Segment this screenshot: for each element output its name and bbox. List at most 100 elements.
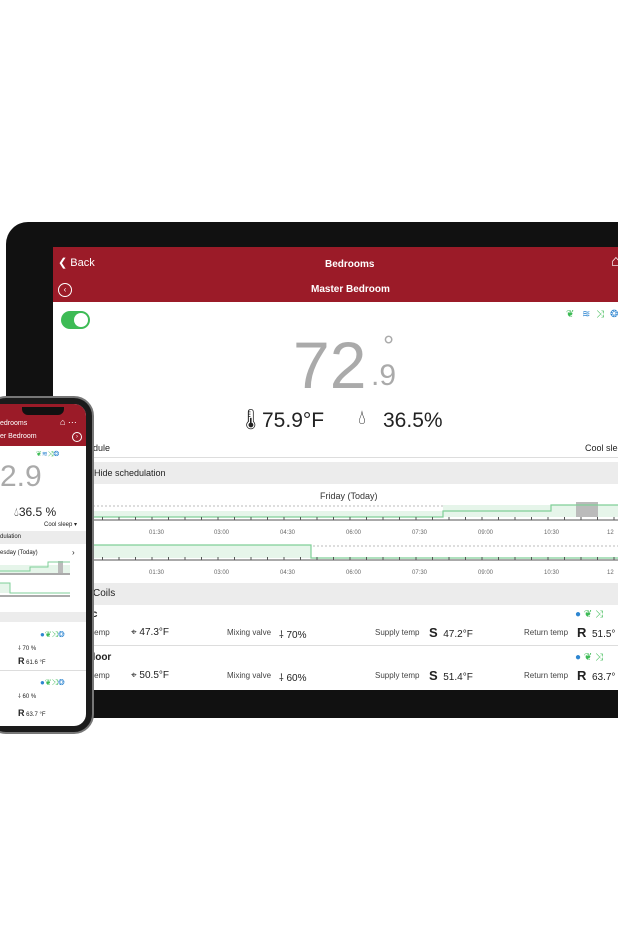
time-tick-label: 10:30 xyxy=(544,530,560,536)
coils-header xyxy=(53,583,618,605)
phone-schedulation-band[interactable] xyxy=(0,531,86,544)
valve-icon: ⸸ xyxy=(279,630,284,641)
time-tick-label: 09:00 xyxy=(478,570,494,576)
time-tick-label: 07:30 xyxy=(412,570,428,576)
coil-name: t floor xyxy=(83,652,112,663)
supply-s-icon: S xyxy=(429,668,438,683)
phone-coil-1-valve: ⸸ 70 % xyxy=(18,646,37,652)
phone-humidity-value: 36.5 % xyxy=(18,505,57,519)
phone-status-icons: ❦≋⤨❂ xyxy=(36,451,60,458)
time-tick-label: 04:30 xyxy=(280,570,296,576)
return-r-icon: R xyxy=(577,625,587,640)
supply-temp-label: Supply temp xyxy=(375,671,420,680)
chevron-left-icon: ❮ xyxy=(58,257,71,269)
schedule-track-2 xyxy=(53,544,618,561)
humidity-value: 36.5% xyxy=(383,409,443,432)
set-temp-label: et temp xyxy=(83,628,110,637)
mixing-valve-label: Mixing valve xyxy=(227,671,272,680)
set-temp: ⌖ 50.5°F xyxy=(131,670,169,681)
time-tick-label: 04:30 xyxy=(280,530,296,536)
phone-coil-2-return-value: 63.7 °F xyxy=(26,712,46,718)
phone-home-icon[interactable]: ⌂ ⋯ xyxy=(60,417,77,427)
time-tick-label: 01:30 xyxy=(149,530,165,536)
target-icon: ⌖ xyxy=(131,670,137,681)
mixing-valve: ⸸ 60% xyxy=(279,670,307,684)
back-button[interactable]: ❮ Back xyxy=(58,256,95,269)
phone-schedulation-label: dulation xyxy=(0,534,22,540)
humidity-drop-icon: 💧︎ xyxy=(358,407,366,429)
target-icon: ⌖ xyxy=(131,627,137,638)
home-icon[interactable]: ⌂ xyxy=(611,253,618,270)
supply-temp-label: Supply temp xyxy=(375,628,420,637)
time-tick-label: 01:30 xyxy=(149,570,165,576)
mixing-valve-value: 60% xyxy=(286,673,307,684)
phone-coil-2-icons: ●❦⤨❂ xyxy=(40,678,65,687)
schedule-chart xyxy=(53,502,618,561)
room-title: Master Bedroom xyxy=(311,284,390,295)
supply-s-icon: S xyxy=(429,625,438,640)
thermometer-icon: 🌡︎ xyxy=(238,409,264,431)
return-r-icon: R xyxy=(577,668,587,683)
set-temp-label: et temp xyxy=(83,671,110,680)
schedule-label: edule xyxy=(88,443,111,453)
phone-header-title: edrooms xyxy=(0,420,28,427)
header-bar xyxy=(53,247,618,302)
phone-coil-1-valve-value: 70 % xyxy=(22,646,37,652)
phone-coil-2-valve-value: 60 % xyxy=(22,694,37,700)
set-temp: ⌖ 47.3°F xyxy=(131,627,169,638)
set-temp-value: 47.3°F xyxy=(139,627,169,638)
phone-notch xyxy=(22,407,64,415)
phone-coils-band xyxy=(0,612,86,622)
leaf-icon: ❦ xyxy=(566,309,575,320)
schedulation-label: w/Hide schedulation xyxy=(85,468,166,478)
phone-schedule-chart xyxy=(0,561,70,597)
coil-status-icons: ● ❦ ⤨ xyxy=(575,652,603,663)
return-temp-value: 63.7° xyxy=(591,672,616,683)
time-tick-label: 03:00 xyxy=(214,570,230,576)
supply-temp-value: 47.2°F xyxy=(443,629,473,640)
coils-label: Coils xyxy=(93,588,116,599)
divider xyxy=(0,670,86,671)
next-day-button[interactable]: › xyxy=(72,548,75,557)
phone-mode-label: Cool sleep xyxy=(44,522,73,528)
mode-dropdown[interactable]: Cool sleep xyxy=(585,443,618,453)
phone-coil-1-icons: ●❦⤨❂ xyxy=(40,630,65,639)
tablet-screen: ❮ Back Bedrooms ⌂ ‹ Master Bedroom ❦ ≋ ⤨… xyxy=(53,247,618,690)
phone-screen: edrooms ⌂ ⋯ er Bedroom › ❦≋⤨❂ 2.9 💧︎36.5… xyxy=(0,404,86,726)
coil-status-icons: ● ❦ ⤨ xyxy=(575,609,603,620)
divider xyxy=(53,645,618,646)
power-toggle[interactable] xyxy=(61,311,90,329)
return-temp: R 63.7° xyxy=(577,668,615,683)
divider xyxy=(53,457,618,458)
time-tick-label: 06:00 xyxy=(346,530,362,536)
time-tick-label: 09:00 xyxy=(478,530,494,536)
setpoint-integer: 72 xyxy=(293,328,367,402)
supply-temp: S 47.2°F xyxy=(429,625,473,640)
time-tick-label: 03:00 xyxy=(214,530,230,536)
previous-room-button[interactable]: ‹ xyxy=(58,283,72,297)
setpoint-decimal: .9 xyxy=(371,359,397,392)
back-label: Back xyxy=(70,257,95,269)
phone-mode-dropdown[interactable]: Cool sleep ▾ xyxy=(44,522,78,528)
degree-symbol: ° xyxy=(383,330,395,361)
valve-icon: ⸸ xyxy=(279,673,284,684)
schedulation-toggle[interactable] xyxy=(53,462,618,484)
shuffle-icon: ⤨ xyxy=(596,309,604,320)
return-temp-value: 51.5° xyxy=(591,629,616,640)
phone-coil-2-return: R 63.7 °F xyxy=(18,708,46,718)
mixing-valve-label: Mixing valve xyxy=(227,628,272,637)
time-tick-label: 10:30 xyxy=(544,570,560,576)
humidity-drop-icon: 💧︎ xyxy=(14,505,19,519)
supply-temp-value: 51.4°F xyxy=(443,672,473,683)
heat-icon: ≋ xyxy=(582,309,591,320)
time-tick-label: 07:30 xyxy=(412,530,428,536)
current-temperature: 75.9°F xyxy=(262,409,325,432)
return-temp-label: Return temp xyxy=(524,671,569,680)
phone-coil-2-valve: ⸸ 60 % xyxy=(18,694,37,700)
phone-coil-1-return: R 61.6 °F xyxy=(18,656,46,666)
return-temp-label: Return temp xyxy=(524,628,569,637)
phone-setpoint: 2.9 xyxy=(0,460,42,493)
next-room-button[interactable]: › xyxy=(72,432,82,442)
phone-room-title: er Bedroom xyxy=(0,433,37,440)
phone-humidity: 💧︎36.5 % xyxy=(14,505,56,520)
